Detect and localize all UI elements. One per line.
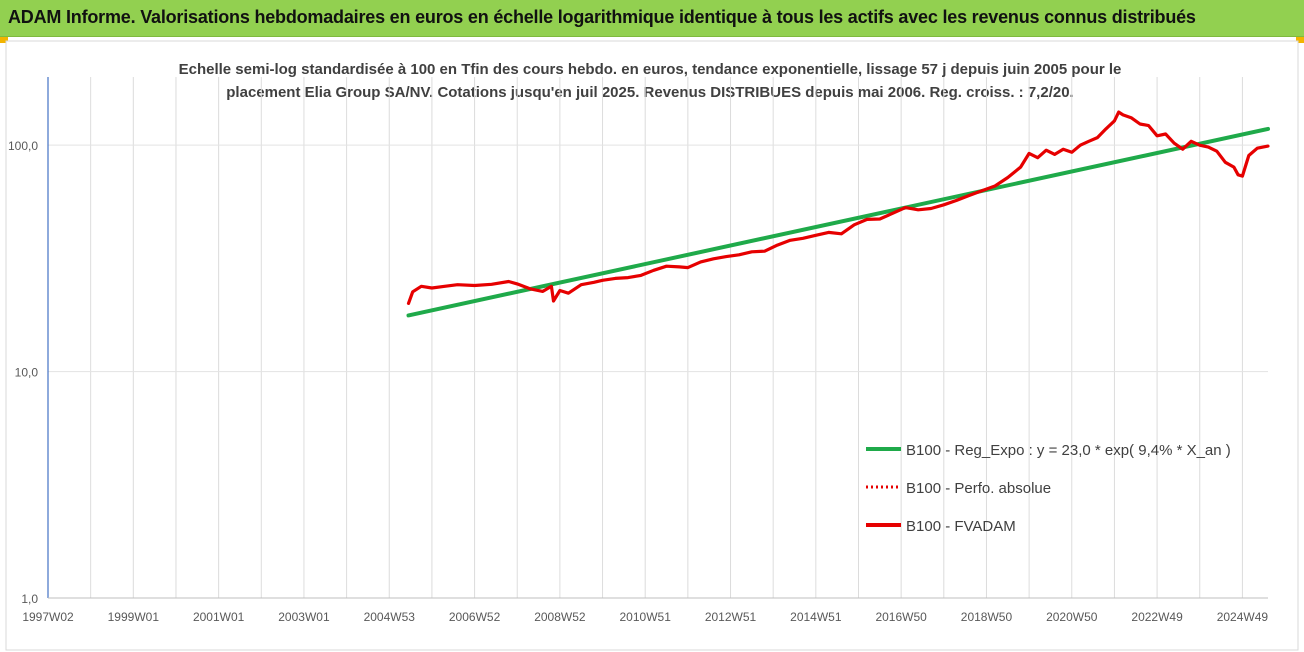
- chart: Echelle semi-log standardisée à 100 en T…: [5, 40, 1299, 651]
- x-tick-label: 2006W52: [449, 610, 501, 624]
- y-tick-label: 1,0: [21, 592, 38, 606]
- legend: B100 - Reg_Expo : y = 23,0 * exp( 9,4% *…: [866, 442, 1231, 535]
- x-tick-label: 2001W01: [193, 610, 245, 624]
- legend-label-regression: B100 - Reg_Expo : y = 23,0 * exp( 9,4% *…: [906, 442, 1231, 459]
- x-tick-label: 2020W50: [1046, 610, 1098, 624]
- y-tick-label: 100,0: [8, 139, 38, 153]
- series-regression-line: [406, 126, 1270, 318]
- banner-title: ADAM Informe. Valorisations hebdomadaire…: [8, 7, 1196, 27]
- x-tick-label: 2010W51: [620, 610, 672, 624]
- x-tick-label: 2024W49: [1217, 610, 1269, 624]
- x-tick-label: 2014W51: [790, 610, 842, 624]
- chart-title-line-1: Echelle semi-log standardisée à 100 en T…: [179, 61, 1122, 78]
- chart-title-line-2: placement Elia Group SA/NV. Cotations ju…: [226, 84, 1073, 101]
- legend-label-perfo: B100 - Perfo. absolue: [906, 480, 1051, 497]
- series-fvadam-line: [406, 110, 1270, 305]
- x-tick-label: 2016W50: [875, 610, 927, 624]
- corner-mark-left: [0, 37, 8, 43]
- x-tick-label: 2008W52: [534, 610, 586, 624]
- x-tick-label: 2018W50: [961, 610, 1013, 624]
- x-tick-label: 2022W49: [1131, 610, 1183, 624]
- banner: ADAM Informe. Valorisations hebdomadaire…: [0, 0, 1304, 37]
- x-tick-label: 2004W53: [364, 610, 416, 624]
- x-tick-label: 2003W01: [278, 610, 330, 624]
- corner-mark-right: [1296, 37, 1304, 43]
- x-tick-label: 1997W02: [22, 610, 74, 624]
- series-layer: [406, 110, 1270, 318]
- x-tick-label: 1999W01: [108, 610, 160, 624]
- axes: 1,0 10,0 100,0 1997W02 1999W01 2001W01 2003W01…: [8, 77, 1268, 624]
- legend-label-fvadam: B100 - FVADAM: [906, 518, 1016, 535]
- y-tick-label: 10,0: [15, 366, 39, 380]
- x-tick-label: 2012W51: [705, 610, 757, 624]
